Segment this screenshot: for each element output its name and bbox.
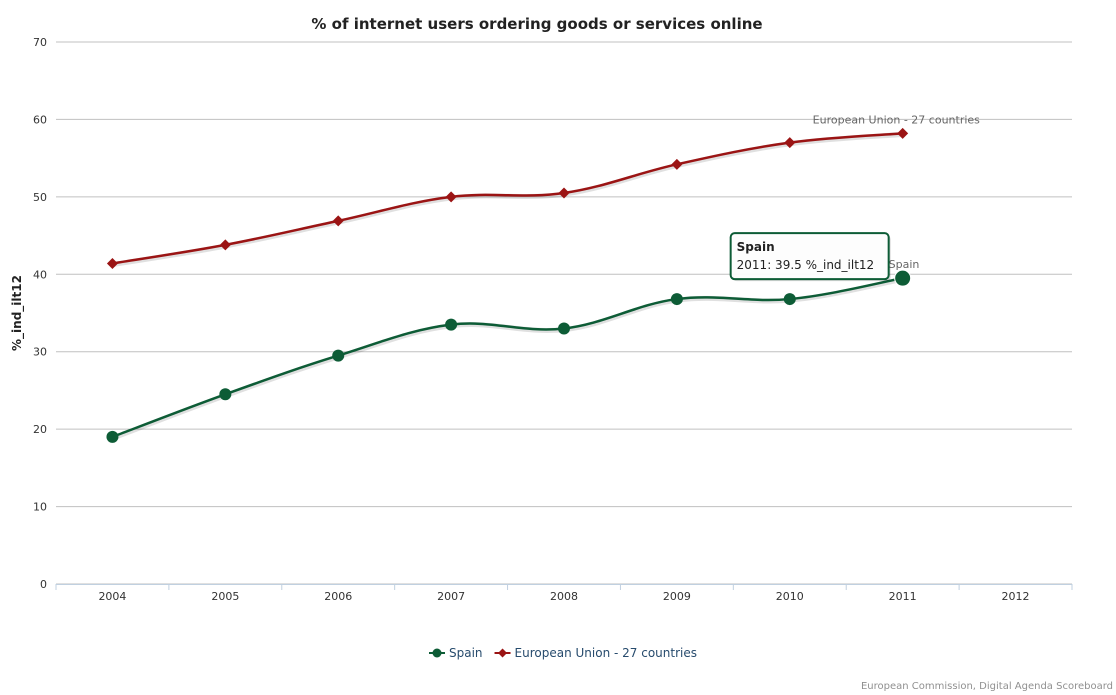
legend-label[interactable]: European Union - 27 countries <box>515 646 697 660</box>
data-point[interactable] <box>558 322 570 335</box>
x-tick-label: 2008 <box>550 590 578 603</box>
series-line <box>112 132 903 265</box>
x-tick-label: 2011 <box>889 590 917 603</box>
series-line-shadow <box>112 276 905 441</box>
tooltip-box <box>729 232 890 281</box>
y-tick-label: 50 <box>33 191 47 204</box>
y-tick-label: 30 <box>33 346 47 359</box>
y-tick-label: 10 <box>33 501 47 514</box>
data-point[interactable] <box>670 293 683 306</box>
series-european-union-27-countries <box>106 127 909 269</box>
series-end-label: European Union - 27 countries <box>813 113 981 126</box>
series-spain <box>106 269 912 443</box>
series-line <box>112 276 903 439</box>
x-tick-label: 2012 <box>1002 590 1030 603</box>
x-tick-label: 2007 <box>437 590 465 603</box>
y-tick-label: 40 <box>33 268 47 281</box>
legend[interactable]: Spain European Union - 27 countries <box>429 646 697 660</box>
y-tick-label: 20 <box>33 423 47 436</box>
data-point[interactable] <box>894 269 912 287</box>
y-tick-label: 60 <box>33 113 47 126</box>
x-tick-label: 2005 <box>211 590 239 603</box>
legend-symbol <box>432 648 442 658</box>
data-point[interactable] <box>445 191 457 203</box>
data-point[interactable] <box>332 215 344 227</box>
data-point[interactable] <box>219 388 232 401</box>
legend-item[interactable]: Spain <box>429 646 483 660</box>
x-tick-label: 2010 <box>776 590 804 603</box>
x-tick-label: 2006 <box>324 590 352 603</box>
x-tick-label: 2009 <box>663 590 691 603</box>
chart-title: % of internet users ordering goods or se… <box>311 15 762 33</box>
data-point[interactable] <box>671 158 683 170</box>
legend-symbol <box>498 648 508 658</box>
series-end-label: Spain <box>889 258 920 271</box>
y-tick-label: 0 <box>40 578 47 591</box>
credit-text[interactable]: European Commission, Digital Agenda Scor… <box>861 681 1113 692</box>
series-end-labels: Spain European Union - 27 countries <box>813 113 981 271</box>
data-point[interactable] <box>219 239 231 251</box>
data-point[interactable] <box>558 187 570 199</box>
series <box>106 127 912 443</box>
y-tick-label: 70 <box>33 36 47 49</box>
tooltip-title: Spain <box>737 240 775 254</box>
data-point[interactable] <box>106 430 119 443</box>
tooltip-body: 2011: 39.5 %_ind_ilt12 <box>737 258 875 272</box>
legend-label[interactable]: Spain <box>449 646 483 660</box>
axes: 0 10 20 30 40 50 60 70 2004 2005 2006 2007 2008 2009 2… <box>33 36 1073 603</box>
x-tick-label: 2004 <box>98 590 126 603</box>
legend-item[interactable]: European Union - 27 countries <box>494 646 697 660</box>
tooltip: Spain 2011: 39.5 %_ind_ilt12 <box>729 232 891 282</box>
data-point[interactable] <box>897 127 909 139</box>
data-point[interactable] <box>106 257 118 269</box>
data-point[interactable] <box>784 137 796 149</box>
y-axis-label: %_ind_ilt12 <box>10 275 25 351</box>
data-point[interactable] <box>445 318 458 331</box>
data-point[interactable] <box>332 349 345 362</box>
data-point[interactable] <box>783 293 796 306</box>
